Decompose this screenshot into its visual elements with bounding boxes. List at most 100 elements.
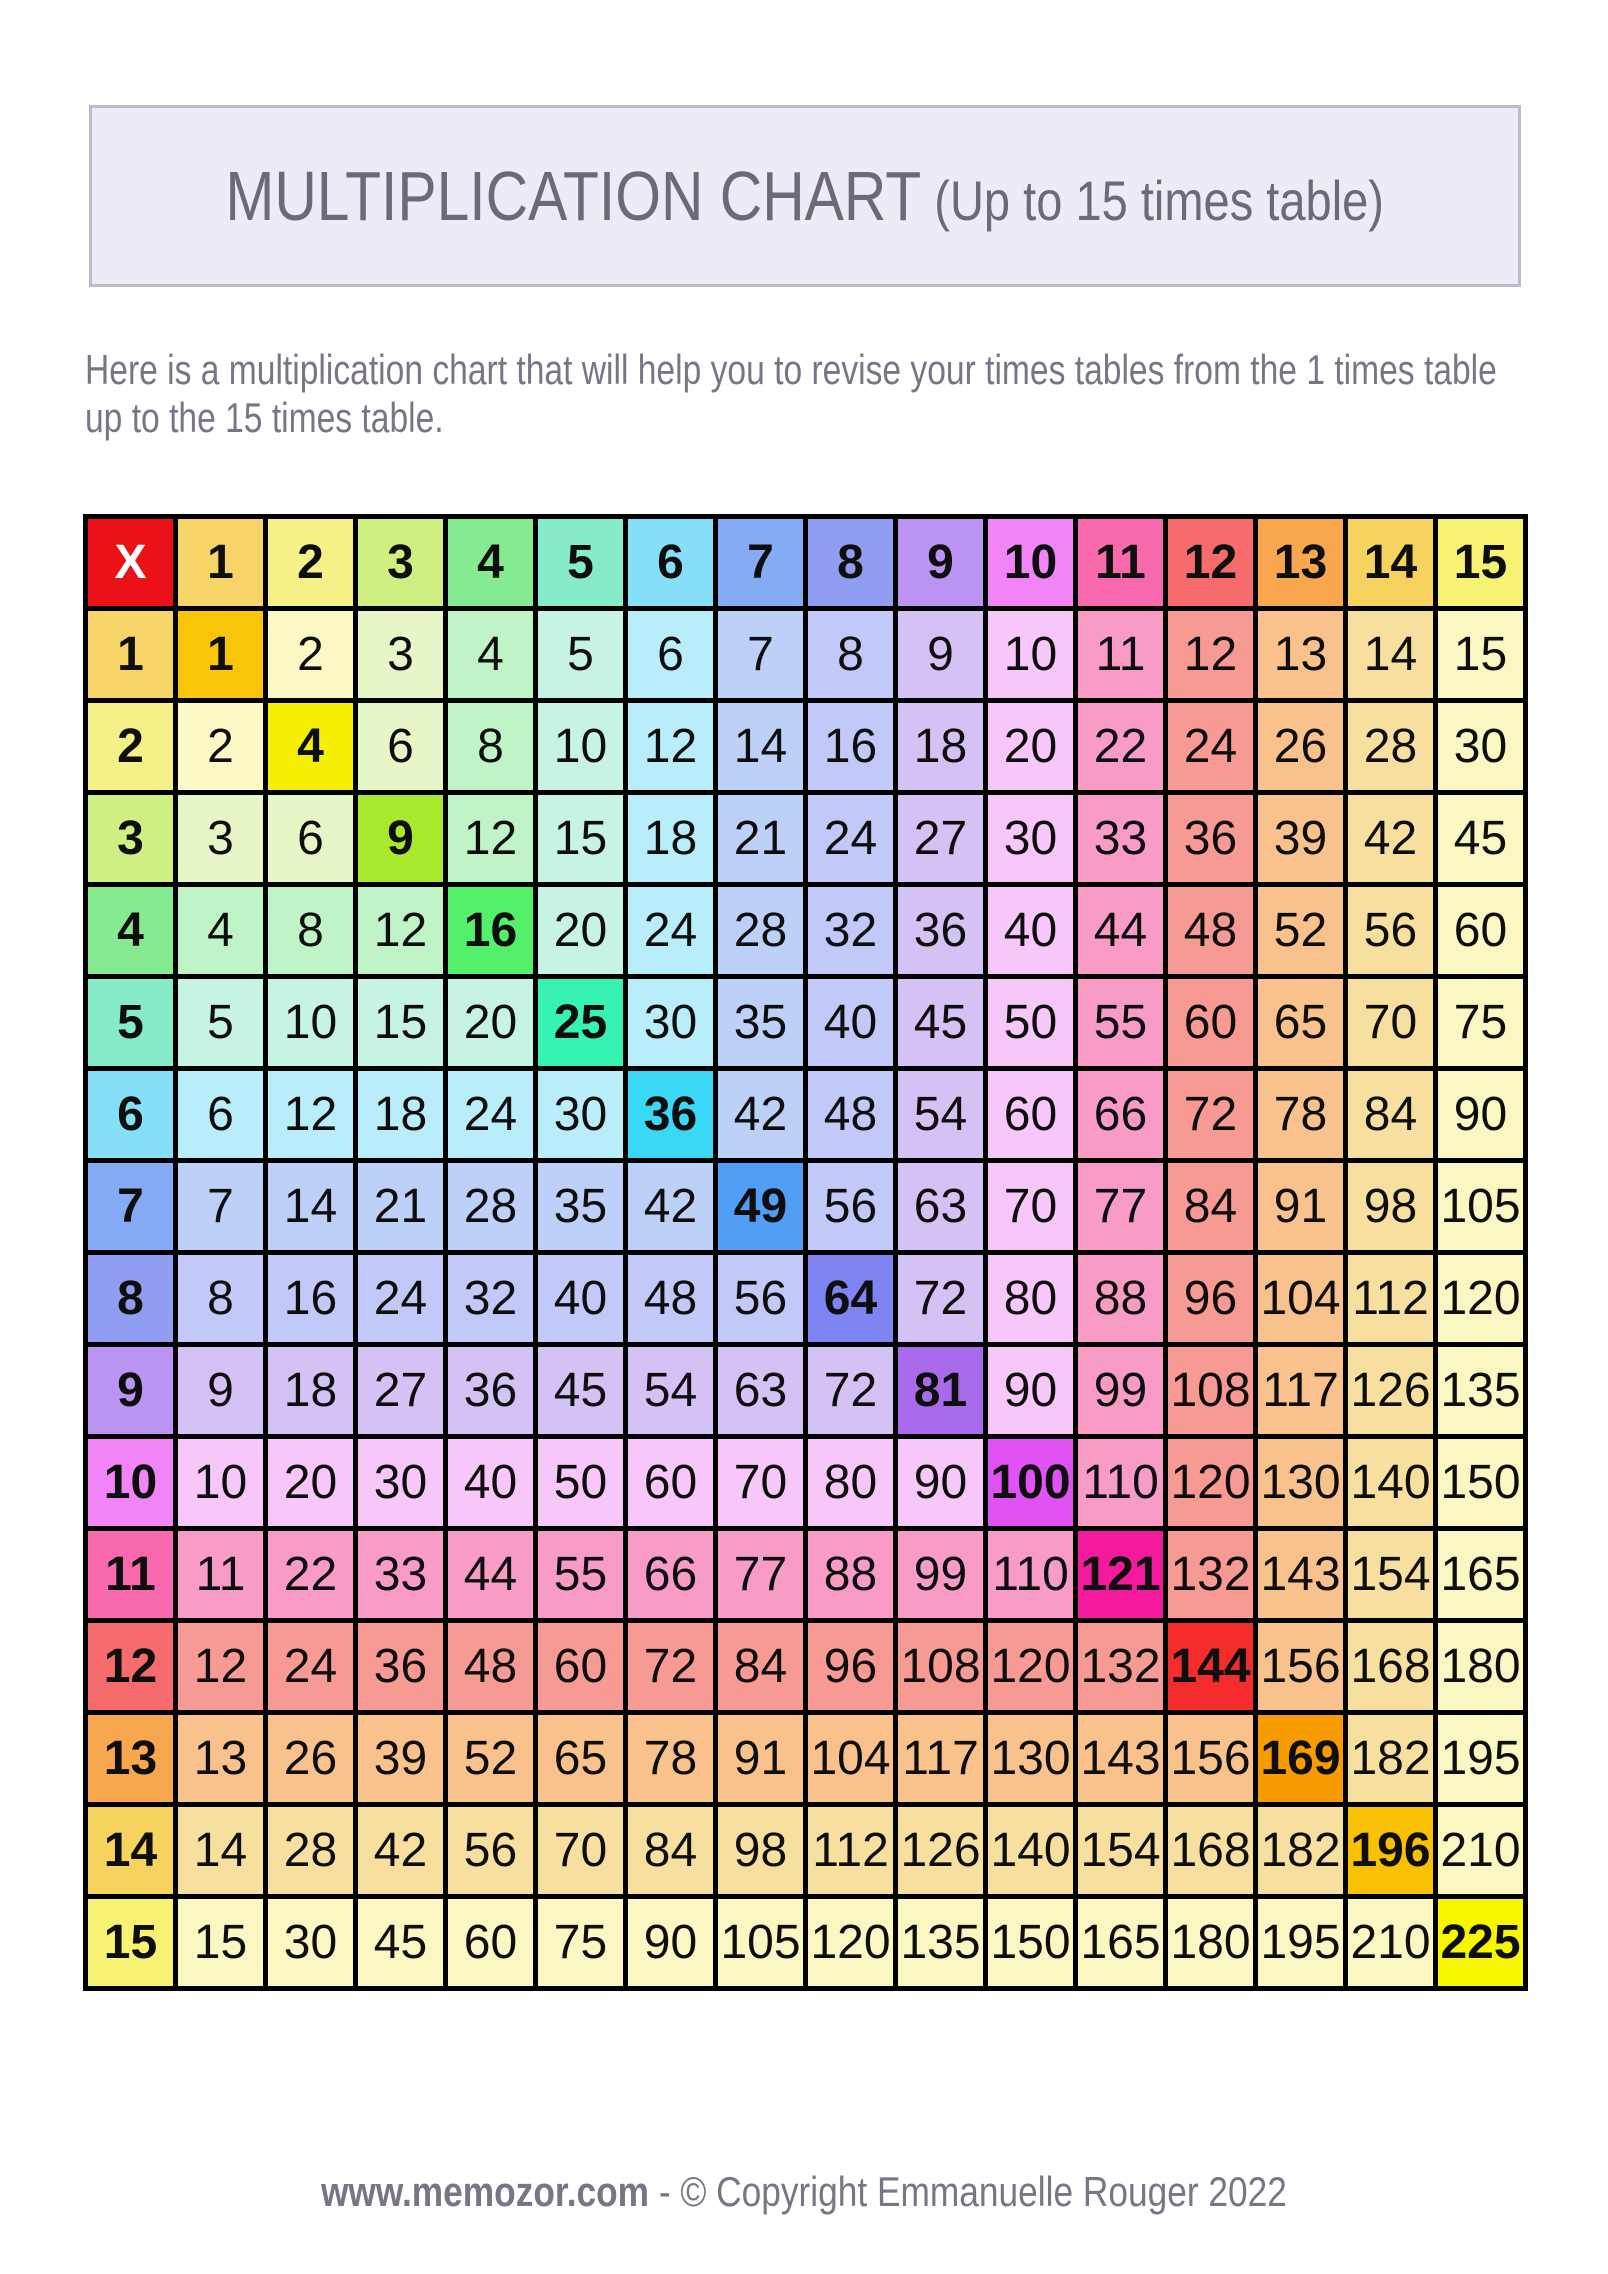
product-cell-12x8: 96 (808, 1623, 893, 1710)
column-header-8: 8 (808, 519, 893, 606)
product-cell-12x15: 180 (1438, 1623, 1523, 1710)
product-cell-15x12: 180 (1168, 1899, 1253, 1986)
product-cell-8x5: 40 (538, 1255, 623, 1342)
product-cell-14x13: 182 (1258, 1807, 1343, 1894)
product-cell-7x13: 91 (1258, 1163, 1343, 1250)
column-header-6: 6 (628, 519, 713, 606)
product-cell-6x1: 6 (178, 1071, 263, 1158)
product-cell-2x6: 12 (628, 703, 713, 790)
product-cell-5x8: 40 (808, 979, 893, 1066)
product-cell-13x9: 117 (898, 1715, 983, 1802)
product-cell-14x11: 154 (1078, 1807, 1163, 1894)
product-cell-12x1: 12 (178, 1623, 263, 1710)
product-cell-3x1: 3 (178, 795, 263, 882)
intro-line-1: Here is a multiplication chart that will… (85, 346, 1497, 393)
product-cell-5x6: 30 (628, 979, 713, 1066)
product-cell-8x1: 8 (178, 1255, 263, 1342)
product-cell-8x9: 72 (898, 1255, 983, 1342)
row-header-3: 3 (88, 795, 173, 882)
product-cell-8x6: 48 (628, 1255, 713, 1342)
product-cell-2x1: 2 (178, 703, 263, 790)
row-header-4: 4 (88, 887, 173, 974)
product-cell-4x6: 24 (628, 887, 713, 974)
product-cell-2x13: 26 (1258, 703, 1343, 790)
row-header-12: 12 (88, 1623, 173, 1710)
title-banner: MULTIPLICATION CHART (Up to 15 times tab… (89, 105, 1521, 287)
product-cell-9x13: 117 (1258, 1347, 1343, 1434)
square-cell-6x6: 36 (628, 1071, 713, 1158)
product-cell-11x2: 22 (268, 1531, 353, 1618)
product-cell-1x2: 2 (268, 611, 353, 698)
product-cell-2x8: 16 (808, 703, 893, 790)
product-cell-6x14: 84 (1348, 1071, 1433, 1158)
product-cell-11x10: 110 (988, 1531, 1073, 1618)
product-cell-4x1: 4 (178, 887, 263, 974)
product-cell-2x4: 8 (448, 703, 533, 790)
product-cell-10x13: 130 (1258, 1439, 1343, 1526)
product-cell-10x8: 80 (808, 1439, 893, 1526)
product-cell-6x2: 12 (268, 1071, 353, 1158)
product-cell-1x5: 5 (538, 611, 623, 698)
column-header-11: 11 (1078, 519, 1163, 606)
column-header-2: 2 (268, 519, 353, 606)
product-cell-13x8: 104 (808, 1715, 893, 1802)
product-cell-4x15: 60 (1438, 887, 1523, 974)
product-cell-2x15: 30 (1438, 703, 1523, 790)
product-cell-15x11: 165 (1078, 1899, 1163, 1986)
square-cell-15x15: 225 (1438, 1899, 1523, 1986)
product-cell-5x14: 70 (1348, 979, 1433, 1066)
product-cell-1x11: 11 (1078, 611, 1163, 698)
product-cell-14x7: 98 (718, 1807, 803, 1894)
product-cell-4x14: 56 (1348, 887, 1433, 974)
product-cell-5x1: 5 (178, 979, 263, 1066)
product-cell-8x2: 16 (268, 1255, 353, 1342)
product-cell-5x11: 55 (1078, 979, 1163, 1066)
square-cell-12x12: 144 (1168, 1623, 1253, 1710)
product-cell-13x4: 52 (448, 1715, 533, 1802)
product-cell-12x9: 108 (898, 1623, 983, 1710)
product-cell-5x2: 10 (268, 979, 353, 1066)
product-cell-11x3: 33 (358, 1531, 443, 1618)
product-cell-8x3: 24 (358, 1255, 443, 1342)
product-cell-14x15: 210 (1438, 1807, 1523, 1894)
square-cell-4x4: 16 (448, 887, 533, 974)
product-cell-3x12: 36 (1168, 795, 1253, 882)
row-header-6: 6 (88, 1071, 173, 1158)
column-header-15: 15 (1438, 519, 1523, 606)
column-header-7: 7 (718, 519, 803, 606)
product-cell-1x9: 9 (898, 611, 983, 698)
product-cell-7x10: 70 (988, 1163, 1073, 1250)
product-cell-2x10: 20 (988, 703, 1073, 790)
product-cell-15x5: 75 (538, 1899, 623, 1986)
product-cell-9x4: 36 (448, 1347, 533, 1434)
product-cell-14x5: 70 (538, 1807, 623, 1894)
product-cell-10x11: 110 (1078, 1439, 1163, 1526)
product-cell-4x8: 32 (808, 887, 893, 974)
product-cell-15x10: 150 (988, 1899, 1073, 1986)
row-header-13: 13 (88, 1715, 173, 1802)
footer: www.memozor.com - © Copyright Emmanuelle… (0, 2168, 1608, 2216)
product-cell-10x14: 140 (1348, 1439, 1433, 1526)
product-cell-3x6: 18 (628, 795, 713, 882)
product-cell-12x5: 60 (538, 1623, 623, 1710)
product-cell-9x2: 18 (268, 1347, 353, 1434)
product-cell-6x4: 24 (448, 1071, 533, 1158)
product-cell-10x12: 120 (1168, 1439, 1253, 1526)
product-cell-2x5: 10 (538, 703, 623, 790)
intro-line-2: up to the 15 times table. (85, 394, 444, 441)
row-header-1: 1 (88, 611, 173, 698)
product-cell-11x4: 44 (448, 1531, 533, 1618)
product-cell-7x11: 77 (1078, 1163, 1163, 1250)
product-cell-15x2: 30 (268, 1899, 353, 1986)
product-cell-12x13: 156 (1258, 1623, 1343, 1710)
product-cell-13x3: 39 (358, 1715, 443, 1802)
product-cell-7x9: 63 (898, 1163, 983, 1250)
product-cell-6x3: 18 (358, 1071, 443, 1158)
page-title: MULTIPLICATION CHART (Up to 15 times tab… (226, 156, 1385, 236)
product-cell-3x10: 30 (988, 795, 1073, 882)
column-header-5: 5 (538, 519, 623, 606)
product-cell-14x6: 84 (628, 1807, 713, 1894)
product-cell-10x3: 30 (358, 1439, 443, 1526)
product-cell-2x3: 6 (358, 703, 443, 790)
